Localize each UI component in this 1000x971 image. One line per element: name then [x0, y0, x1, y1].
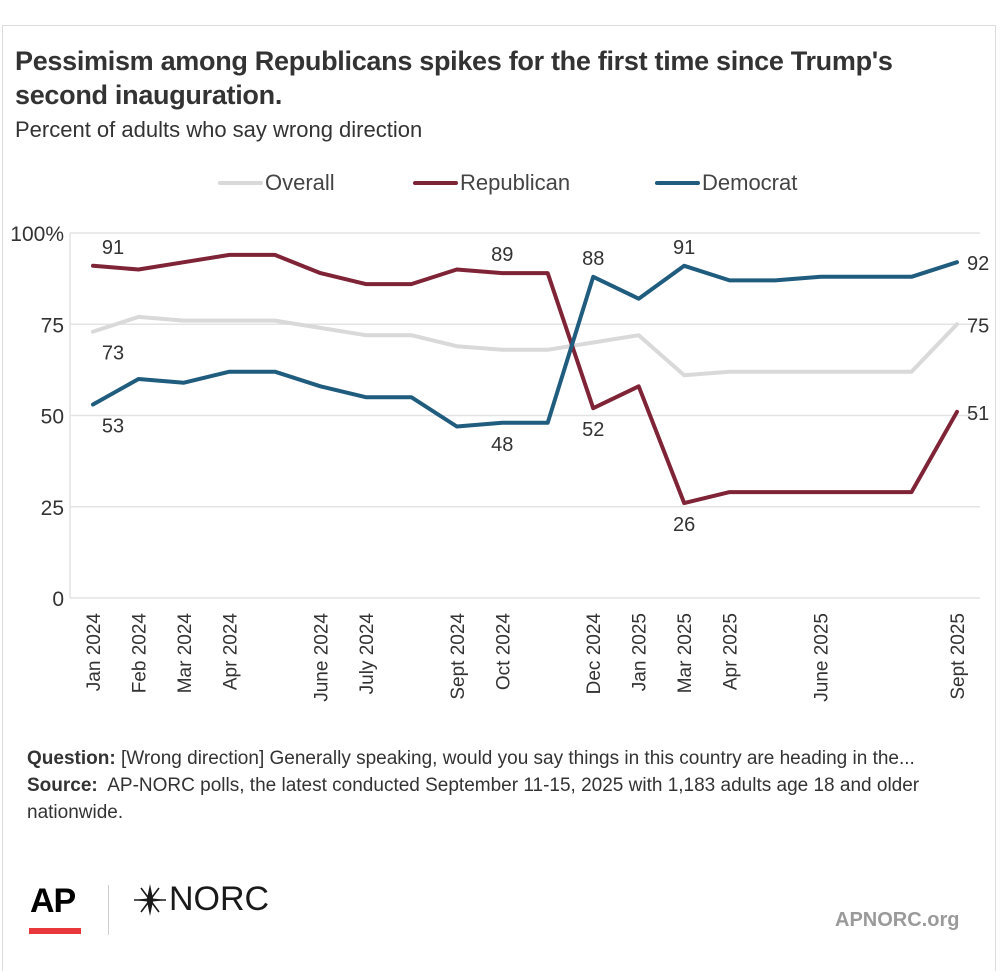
x-tick-label: Feb 2024 [129, 613, 150, 694]
chart-subtitle: Percent of adults who say wrong directio… [15, 117, 422, 143]
chart-title: Pessimism among Republicans spikes for t… [15, 44, 915, 112]
source-label: Source: [27, 775, 98, 796]
y-tick-label: 50 [41, 406, 64, 429]
gridlines [70, 233, 980, 598]
website-link[interactable]: APNORC.org [835, 909, 959, 932]
source-text: AP-NORC polls, the latest conducted Sept… [27, 775, 924, 823]
legend: Overall Republican Democrat [0, 170, 1000, 198]
x-tick-label: Apr 2025 [721, 613, 742, 690]
data-label-democrat: 91 [673, 237, 695, 259]
data-label-republican: 89 [491, 244, 513, 266]
x-tick-label: Jan 2024 [84, 613, 105, 692]
series-lines [93, 255, 957, 503]
x-tick-label: July 2024 [357, 613, 378, 695]
legend-swatch-overall [218, 181, 263, 185]
norc-star-icon [133, 883, 167, 917]
x-tick-label: Dec 2024 [584, 613, 605, 695]
y-tick-label: 25 [41, 497, 64, 520]
legend-item-republican: Republican [413, 170, 570, 196]
legend-label-democrat: Democrat [702, 170, 797, 196]
y-tick-label: 75 [41, 314, 64, 337]
logo-divider [108, 885, 109, 935]
legend-swatch-democrat [655, 181, 700, 185]
data-label-republican: 51 [967, 403, 989, 425]
data-label-overall: 75 [967, 315, 989, 337]
norc-logo-text: NORC [169, 880, 269, 919]
norc-logo: NORC [133, 880, 269, 919]
series-line-overall [93, 317, 957, 375]
data-label-democrat: 48 [491, 434, 513, 456]
data-label-republican: 52 [582, 419, 604, 441]
x-tick-label: Sept 2024 [448, 613, 469, 700]
x-tick-label: Sept 2025 [948, 613, 969, 700]
legend-item-democrat: Democrat [655, 170, 797, 196]
chart-notes: Question: [Wrong direction] Generally sp… [27, 745, 987, 826]
data-label-republican: 26 [673, 514, 695, 536]
legend-item-overall: Overall [218, 170, 335, 196]
x-tick-label: Apr 2024 [220, 613, 241, 691]
question-text: [Wrong direction] Generally speaking, wo… [116, 748, 915, 769]
x-tick-label: Oct 2024 [493, 613, 514, 691]
x-tick-label: Mar 2025 [675, 613, 696, 693]
x-tick-label: Jan 2025 [630, 613, 651, 691]
x-tick-label: June 2025 [812, 613, 833, 702]
ap-logo: AP [30, 882, 75, 921]
question-label: Question: [27, 748, 116, 769]
question-note: Question: [Wrong direction] Generally sp… [27, 745, 987, 772]
legend-swatch-republican [413, 181, 458, 185]
x-tick-label: June 2024 [311, 613, 332, 702]
source-note: Source: AP-NORC polls, the latest conduc… [27, 772, 987, 826]
series-line-democrat [93, 262, 957, 426]
y-tick-label: 100% [10, 223, 64, 246]
data-label-democrat: 53 [102, 416, 124, 438]
data-label-democrat: 88 [582, 248, 604, 270]
y-axis-ticks: 0 25 50 75 100% [10, 223, 64, 611]
x-axis-ticks: Jan 2024 Feb 2024 Mar 2024 Apr 2024 June 202… [84, 613, 969, 702]
data-label-democrat: 92 [967, 253, 989, 275]
ap-logo-underline [29, 928, 81, 934]
x-tick-label: Mar 2024 [175, 613, 196, 694]
data-label-overall: 73 [102, 343, 124, 365]
y-tick-label: 0 [52, 588, 64, 611]
line-chart: 0 25 50 75 100% Jan 2024 Feb 2024 Mar 2024 Apr … [0, 215, 1000, 740]
series-line-republican [93, 255, 957, 503]
data-label-republican: 91 [102, 237, 124, 259]
legend-label-overall: Overall [265, 170, 335, 196]
legend-label-republican: Republican [460, 170, 570, 196]
